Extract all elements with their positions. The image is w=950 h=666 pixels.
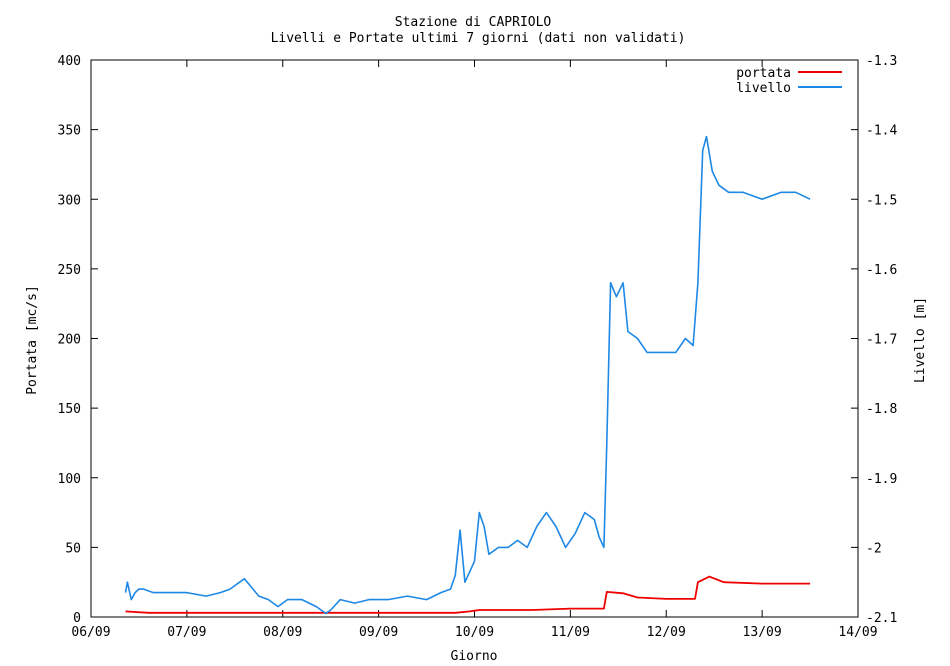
series-line-portata — [125, 575, 811, 614]
x-tick-label: 07/09 — [167, 625, 206, 640]
x-tick-label: 06/09 — [71, 625, 110, 640]
y-right-tick-label: -2 — [866, 541, 882, 556]
chart-subtitle: Livelli e Portate ultimi 7 giorni (dati … — [271, 31, 686, 46]
y-left-tick-label: 50 — [65, 541, 81, 556]
tick-labels: 06/09 07/09 08/09 09/09 10/09 11/09 12/09 13/09… — [58, 54, 898, 640]
series-layer — [124, 135, 811, 615]
x-tick-label: 12/09 — [647, 625, 686, 640]
plot-frame — [90, 59, 859, 618]
y-left-tick-label: 350 — [58, 124, 81, 139]
y-left-tick-label: 150 — [58, 402, 81, 417]
y-left-tick-label: 300 — [58, 193, 81, 208]
y-right-tick-label: -1.7 — [866, 333, 897, 348]
series-line-livello — [124, 135, 811, 615]
y-left-tick-label: 250 — [58, 263, 81, 278]
legend-label-livello: livello — [736, 81, 791, 96]
y-right-tick-label: -2.1 — [866, 611, 897, 626]
y-right-tick-label: -1.8 — [866, 402, 897, 417]
x-tick-label: 10/09 — [455, 625, 494, 640]
legend-label-portata: portata — [736, 66, 791, 81]
y-left-tick-label: 0 — [73, 611, 81, 626]
legend: portata livello — [736, 66, 842, 96]
y-right-tick-label: -1.9 — [866, 472, 897, 487]
y-left-tick-label: 200 — [58, 333, 81, 348]
y-right-tick-label: -1.3 — [866, 54, 897, 69]
y-axis-right-label: Livello [m] — [913, 297, 928, 383]
y-right-tick-label: -1.4 — [866, 124, 897, 139]
y-left-tick-label: 100 — [58, 472, 81, 487]
x-axis-label: Giorno — [451, 649, 498, 664]
x-tick-label: 13/09 — [743, 625, 782, 640]
x-tick-label: 08/09 — [263, 625, 302, 640]
x-tick-label: 09/09 — [359, 625, 398, 640]
tick-marks — [90, 59, 859, 618]
x-tick-label: 11/09 — [551, 625, 590, 640]
chart-title: Stazione di CAPRIOLO — [395, 15, 552, 30]
y-right-tick-label: -1.5 — [866, 193, 897, 208]
y-right-tick-label: -1.6 — [866, 263, 897, 278]
x-tick-label: 14/09 — [838, 625, 877, 640]
y-axis-left-label: Portata [mc/s] — [25, 285, 40, 395]
y-left-tick-label: 400 — [58, 54, 81, 69]
